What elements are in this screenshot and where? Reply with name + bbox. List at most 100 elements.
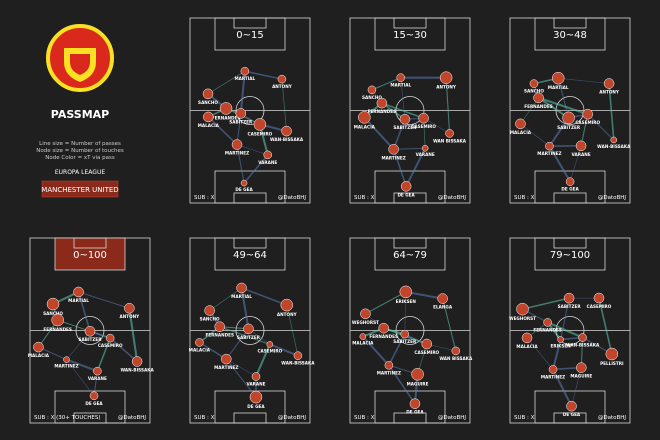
player-label: VARANE — [572, 152, 591, 157]
player-node — [400, 181, 412, 192]
pass-link — [128, 308, 139, 362]
player-node — [521, 332, 533, 344]
player-label: CASEMIRO — [575, 120, 600, 125]
player-node — [418, 112, 429, 124]
pass-link — [66, 359, 95, 396]
player-label: CASEMIRO — [248, 131, 273, 136]
player-label: MARTINEZ — [381, 155, 405, 160]
pass-link — [445, 77, 451, 134]
panel-title: 30~48 — [553, 30, 587, 41]
pass-link — [66, 331, 91, 360]
team-name: MANCHESTER UNITED — [41, 186, 118, 194]
pass-link — [269, 343, 299, 357]
player-label: MALACIA — [352, 341, 374, 346]
pass-link — [522, 297, 570, 310]
pitch-panel: 79~100 SUB : X @DatoBHJ WEGHORST SABITZER CAS… — [509, 237, 631, 424]
player-node — [231, 139, 243, 150]
pass-link — [225, 358, 257, 398]
player-node — [131, 356, 143, 367]
player-node — [582, 108, 593, 120]
player-label: MALACIA — [189, 347, 211, 352]
player-label: VARANE — [246, 382, 265, 387]
player-node — [515, 118, 526, 130]
player-node — [240, 66, 250, 76]
pitch-panel: 64~79 SUB : X @DatoBHJ WEGHORST ERIKSEN ELANG… — [349, 237, 473, 424]
player-node — [93, 366, 102, 376]
pass-link — [520, 123, 550, 147]
credit: @DatoBHJ — [598, 415, 627, 421]
pass-link — [207, 70, 246, 95]
legend-line: Line size = Number of passes — [39, 141, 121, 147]
bottom-goal-box — [393, 412, 427, 424]
player-label: SANCHO — [200, 317, 220, 322]
player-node — [516, 302, 529, 316]
credit: @DatoBHJ — [438, 415, 467, 421]
pass-link — [198, 341, 227, 360]
player-node — [358, 111, 371, 124]
player-node — [124, 302, 135, 314]
center-circle — [75, 316, 105, 345]
pass-link — [239, 71, 246, 114]
player-node — [551, 71, 565, 85]
player-label: ERIKSEN — [551, 344, 572, 349]
player-node — [439, 71, 453, 84]
pass-link — [66, 358, 98, 373]
player-node — [605, 347, 619, 361]
player-label: WAN BISSAKA — [433, 138, 467, 143]
player-label: ANTONY — [119, 314, 140, 319]
player-node — [396, 73, 405, 82]
player-node — [266, 341, 274, 348]
player-node — [603, 78, 615, 89]
player-node — [277, 74, 287, 84]
player-label: PELLISTRI — [600, 361, 624, 366]
player-label: SABITZER — [393, 125, 417, 130]
pass-link — [381, 102, 424, 119]
player-node — [529, 79, 539, 88]
player-node — [384, 361, 394, 370]
player-node — [593, 292, 605, 304]
pass-link — [526, 337, 554, 370]
player-node — [399, 285, 413, 299]
player-node — [562, 111, 575, 125]
player-node — [46, 297, 60, 311]
club-crest — [46, 24, 114, 92]
player-label: SANCHO — [524, 89, 544, 94]
player-node — [575, 140, 587, 152]
player-label: MARTIAL — [68, 298, 89, 303]
credit: @DatoBHJ — [118, 415, 147, 421]
pass-link — [286, 305, 299, 356]
player-label: CASEMIRO — [587, 304, 612, 309]
center-circle — [555, 316, 585, 345]
pass-link — [538, 96, 589, 116]
player-label: ANTONY — [272, 84, 293, 89]
player-label: SABITZER — [558, 304, 582, 309]
pass-link — [77, 291, 91, 332]
pass-link — [552, 368, 573, 407]
player-label: WAN-BISSAKA — [566, 343, 600, 348]
bottom-goal-box — [393, 192, 427, 204]
player-node — [399, 113, 411, 125]
pass-link — [520, 97, 539, 125]
player-label: ANTONY — [436, 85, 457, 90]
player-node — [89, 391, 99, 401]
pass-link — [404, 291, 407, 335]
player-node — [51, 313, 64, 327]
player-node — [240, 179, 248, 187]
team-badge — [41, 180, 119, 198]
player-label: FERNANDES — [43, 327, 72, 332]
player-label: DE GEA — [561, 187, 579, 192]
player-label: DE GEA — [397, 192, 415, 197]
player-label: MARTINEZ — [214, 365, 238, 370]
player-label: SANCHO — [362, 95, 382, 100]
player-node — [543, 318, 552, 327]
player-node — [533, 92, 544, 104]
player-node — [566, 400, 577, 412]
pass-link — [365, 291, 407, 315]
player-label: MAGUIRE — [407, 381, 429, 386]
player-label: SANCHO — [43, 311, 63, 316]
player-node — [578, 333, 587, 342]
pass-link — [209, 287, 242, 311]
bottom-goal-box — [73, 412, 107, 424]
player-label: SANCHO — [198, 100, 218, 105]
